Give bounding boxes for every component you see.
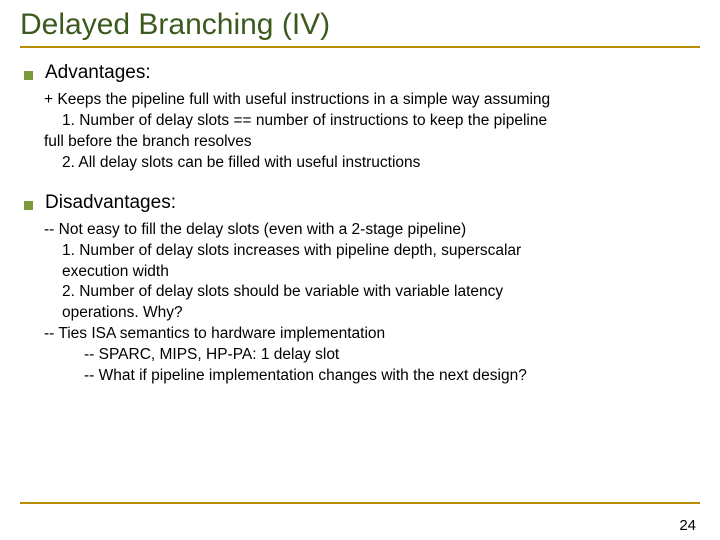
section-body: + Keeps the pipeline full with useful in…	[44, 90, 700, 174]
body-line: -- Ties ISA semantics to hardware implem…	[44, 324, 700, 345]
body-line: operations. Why?	[44, 303, 700, 324]
square-bullet-icon	[24, 71, 33, 80]
body-line: 1. Number of delay slots == number of in…	[44, 111, 700, 132]
body-line: -- Not easy to fill the delay slots (eve…	[44, 220, 700, 241]
section-body: -- Not easy to fill the delay slots (eve…	[44, 220, 700, 387]
slide: Delayed Branching (IV) Advantages: + Kee…	[0, 0, 720, 540]
body-line: 2. Number of delay slots should be varia…	[44, 282, 700, 303]
footer-underline	[20, 502, 700, 504]
body-line: -- SPARC, MIPS, HP-PA: 1 delay slot	[44, 345, 700, 366]
title-underline	[20, 46, 700, 48]
section-label: Disadvantages:	[45, 192, 176, 214]
body-line: + Keeps the pipeline full with useful in…	[44, 90, 700, 111]
slide-title: Delayed Branching (IV)	[20, 8, 700, 46]
body-line: 1. Number of delay slots increases with …	[44, 241, 700, 262]
page-number: 24	[679, 517, 696, 534]
body-line: full before the branch resolves	[44, 132, 700, 153]
section-header: Disadvantages:	[20, 192, 700, 214]
body-line: execution width	[44, 262, 700, 283]
body-line: 2. All delay slots can be filled with us…	[44, 153, 700, 174]
section-disadvantages: Disadvantages: -- Not easy to fill the d…	[20, 192, 700, 387]
body-line: -- What if pipeline implementation chang…	[44, 366, 700, 387]
section-advantages: Advantages: + Keeps the pipeline full wi…	[20, 62, 700, 174]
section-label: Advantages:	[45, 62, 151, 84]
square-bullet-icon	[24, 201, 33, 210]
section-header: Advantages:	[20, 62, 700, 84]
